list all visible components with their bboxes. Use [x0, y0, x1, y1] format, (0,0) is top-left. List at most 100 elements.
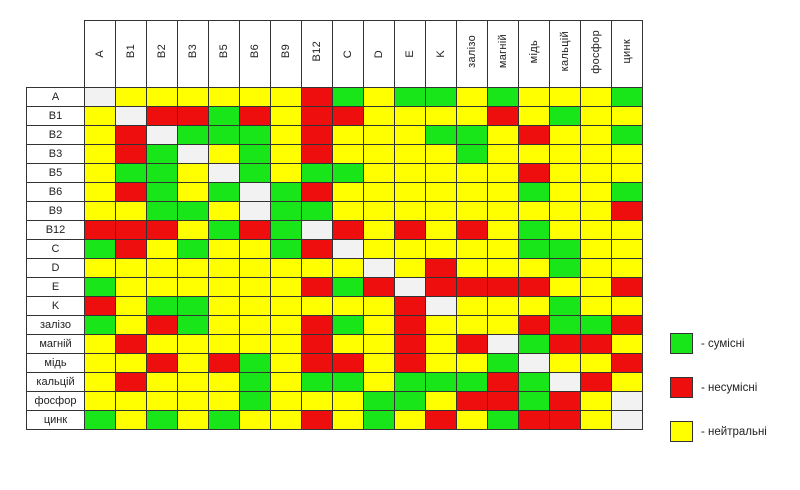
- matrix-cell: [456, 125, 488, 145]
- matrix-cell: [425, 144, 457, 164]
- column-header-label: B6: [249, 44, 261, 59]
- matrix-cell: [518, 201, 550, 221]
- row-header: B5: [26, 163, 85, 183]
- matrix-cell: [363, 163, 395, 183]
- matrix-cell: [270, 163, 302, 183]
- matrix-cell: [239, 239, 271, 259]
- matrix-cell: [456, 239, 488, 259]
- matrix-cell: [301, 87, 333, 107]
- legend-label-neutral: - нейтральні: [701, 425, 767, 438]
- matrix-cell: [270, 239, 302, 259]
- column-header: A: [84, 20, 116, 88]
- matrix-cell: [363, 372, 395, 392]
- matrix-cell: [363, 220, 395, 240]
- row-header: залізо: [26, 315, 85, 335]
- matrix-cell: [549, 315, 581, 335]
- matrix-cell: [301, 144, 333, 164]
- matrix-cell: [394, 353, 426, 373]
- row-header: B3: [26, 144, 85, 164]
- matrix-cell: [239, 125, 271, 145]
- legend-item-compatible: - сумісні: [670, 332, 767, 355]
- matrix-cell: [611, 144, 643, 164]
- table-row: B3: [26, 144, 643, 164]
- column-header-label: кальцій: [559, 31, 571, 72]
- matrix-cell: [239, 315, 271, 335]
- matrix-cell: [487, 372, 519, 392]
- matrix-cell: [270, 144, 302, 164]
- matrix-cell: [177, 315, 209, 335]
- matrix-cell: [115, 258, 147, 278]
- matrix-cell: [84, 220, 116, 240]
- matrix-cell: [146, 87, 178, 107]
- matrix-cell: [146, 125, 178, 145]
- legend-item-incompatible: - несумісні: [670, 376, 767, 399]
- matrix-cell: [146, 239, 178, 259]
- matrix-cell: [270, 106, 302, 126]
- matrix-cell: [84, 87, 116, 107]
- matrix-cell: [301, 410, 333, 430]
- matrix-cell: [487, 410, 519, 430]
- column-header-label: B9: [280, 44, 292, 59]
- matrix-cell: [239, 201, 271, 221]
- matrix-cell: [115, 315, 147, 335]
- matrix-cell: [611, 277, 643, 297]
- matrix-cell: [363, 391, 395, 411]
- column-header: B3: [177, 20, 209, 88]
- matrix-cell: [332, 391, 364, 411]
- matrix-cell: [363, 87, 395, 107]
- matrix-cell: [332, 315, 364, 335]
- matrix-cell: [270, 296, 302, 316]
- matrix-cell: [208, 410, 240, 430]
- matrix-cell: [239, 258, 271, 278]
- matrix-cell: [611, 220, 643, 240]
- matrix-cell: [425, 182, 457, 202]
- matrix-cell: [518, 315, 550, 335]
- matrix-cell: [518, 372, 550, 392]
- column-header: B9: [270, 20, 302, 88]
- matrix-cell: [518, 410, 550, 430]
- table-row: B1: [26, 106, 643, 126]
- matrix-cell: [394, 410, 426, 430]
- matrix-cell: [115, 106, 147, 126]
- matrix-cell: [425, 220, 457, 240]
- legend-label-compatible: - сумісні: [701, 337, 745, 350]
- matrix-cell: [425, 372, 457, 392]
- row-header: мідь: [26, 353, 85, 373]
- column-header-label: магній: [497, 34, 509, 69]
- matrix-cell: [146, 277, 178, 297]
- matrix-cell: [84, 258, 116, 278]
- matrix-cell: [363, 410, 395, 430]
- matrix-cell: [580, 201, 612, 221]
- matrix-cell: [363, 106, 395, 126]
- matrix-cell: [332, 296, 364, 316]
- matrix-cell: [611, 201, 643, 221]
- matrix-cell: [332, 277, 364, 297]
- matrix-cell: [363, 144, 395, 164]
- matrix-cell: [301, 391, 333, 411]
- matrix-cell: [611, 334, 643, 354]
- matrix-cell: [84, 182, 116, 202]
- table-row: кальцій: [26, 372, 643, 392]
- matrix-cell: [146, 106, 178, 126]
- matrix-cell: [115, 410, 147, 430]
- matrix-cell: [84, 277, 116, 297]
- matrix-cell: [611, 353, 643, 373]
- matrix-cell: [580, 277, 612, 297]
- matrix-cell: [425, 201, 457, 221]
- matrix-cell: [549, 106, 581, 126]
- matrix-cell: [177, 410, 209, 430]
- matrix-cell: [549, 182, 581, 202]
- column-header-label: B3: [187, 44, 199, 59]
- matrix-cell: [518, 334, 550, 354]
- row-header: A: [26, 87, 85, 107]
- matrix-cell: [580, 258, 612, 278]
- column-header-label: B1: [125, 44, 137, 59]
- matrix-cell: [115, 87, 147, 107]
- matrix-cell: [363, 258, 395, 278]
- matrix-cell: [518, 163, 550, 183]
- matrix-cell: [84, 391, 116, 411]
- matrix-cell: [332, 182, 364, 202]
- matrix-cell: [239, 391, 271, 411]
